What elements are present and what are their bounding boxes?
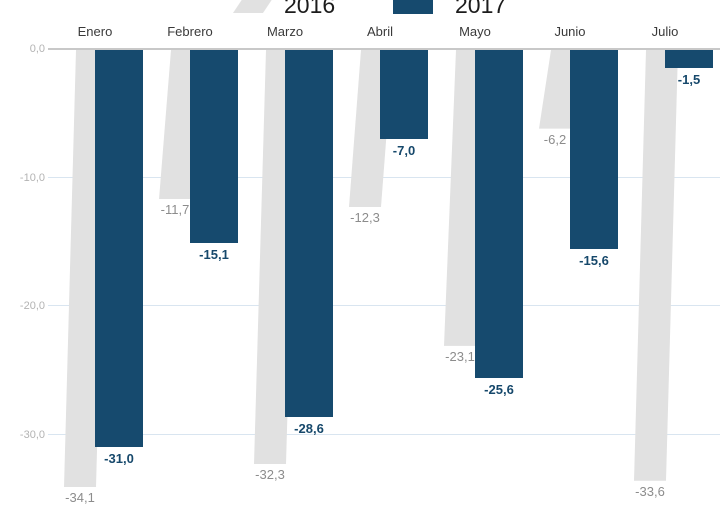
zero-gridline [48, 48, 720, 50]
bar-2017 [475, 50, 523, 378]
legend-label-2016: 2016 [284, 0, 336, 18]
gridline [48, 305, 720, 306]
value-label-2017: -25,6 [484, 381, 514, 397]
legend-label-2017: 2017 [455, 0, 507, 18]
gridline [48, 176, 720, 178]
month-label: Mayo [459, 24, 491, 39]
month-label: Marzo [266, 24, 304, 39]
y-tick-label: -20,0 [19, 300, 45, 312]
month-label: Enero [77, 24, 113, 39]
value-label-2016: -6,2 [543, 131, 567, 147]
value-label-2017: -15,1 [199, 247, 229, 263]
value-label-2017: -31,0 [104, 451, 134, 467]
value-label-2017: -7,0 [392, 142, 416, 158]
bar-2017 [95, 50, 143, 448]
value-label-2017: -28,6 [294, 420, 324, 436]
value-label-2017: -15,6 [579, 253, 609, 269]
bar-2017 [380, 50, 428, 139]
value-label-2016: -34,1 [65, 490, 95, 506]
value-label-2017: -1,5 [677, 72, 701, 88]
y-tick-label: 0,0 [29, 43, 45, 55]
bar-2017 [665, 50, 713, 69]
value-label-2016: -12,3 [350, 210, 380, 226]
value-label-2016: -33,6 [635, 483, 665, 499]
month-label: Abril [366, 24, 393, 39]
month-label: Febrero [167, 24, 213, 39]
legend-swatch-2016 [233, 0, 279, 13]
month-label: Junio [554, 24, 586, 39]
month-label: Julio [651, 24, 679, 39]
value-label-2016: -11,7 [160, 202, 190, 218]
gridline [48, 433, 720, 435]
bar-2017 [190, 50, 238, 244]
bar-2016 [634, 50, 678, 481]
y-tick-label: -30,0 [19, 428, 45, 441]
value-label-2016: -32,3 [255, 467, 285, 483]
y-tick-label: -10,0 [19, 171, 45, 184]
value-label-2016: -23,1 [445, 348, 475, 364]
bar-2017 [285, 50, 333, 417]
legend-swatch-2017 [393, 0, 433, 14]
bar-2017 [570, 50, 618, 250]
